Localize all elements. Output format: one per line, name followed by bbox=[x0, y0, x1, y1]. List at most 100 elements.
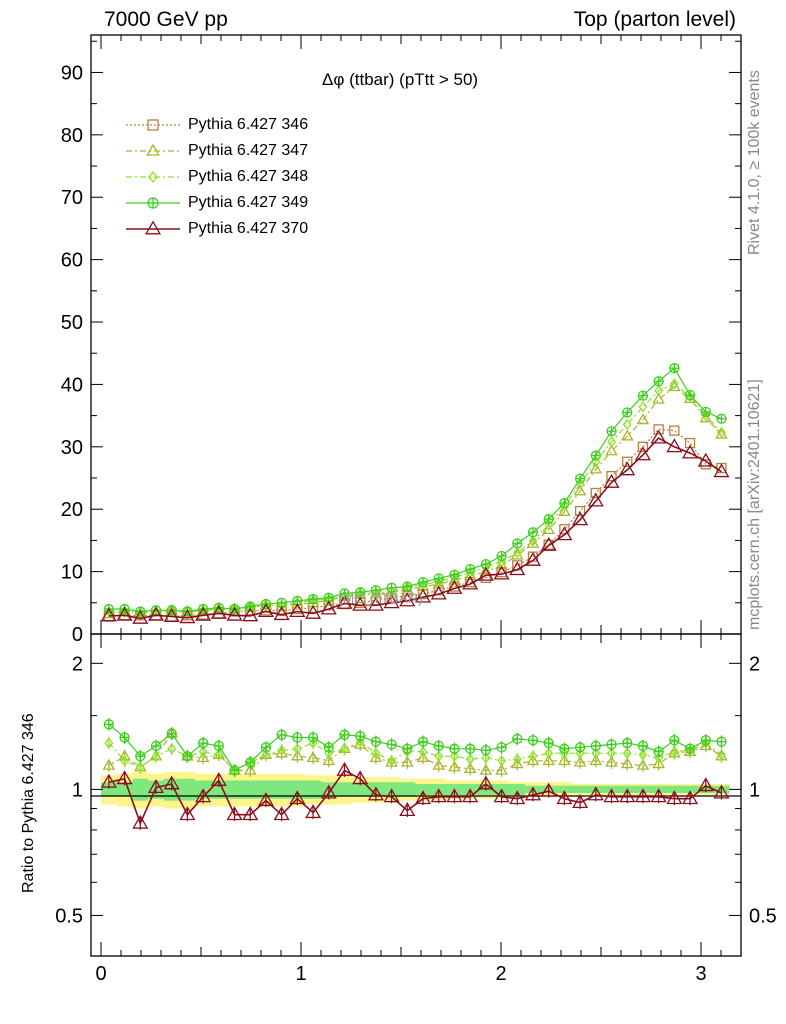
ratio-point-349 bbox=[417, 736, 429, 747]
main-point-370 bbox=[634, 446, 651, 461]
main-y-tick-label: 90 bbox=[61, 62, 83, 84]
main-point-348 bbox=[340, 591, 349, 603]
main-point-370 bbox=[132, 609, 149, 624]
ratio-point-370 bbox=[697, 777, 714, 792]
main-point-347 bbox=[652, 392, 665, 404]
ratio-point-370 bbox=[352, 770, 369, 785]
main-point-346 bbox=[622, 456, 633, 467]
ratio-point-349 bbox=[543, 737, 554, 749]
ratio-point-347 bbox=[636, 758, 650, 770]
main-point-370 bbox=[697, 452, 714, 467]
legend-marker-349 bbox=[126, 197, 180, 209]
ratio-point-370 bbox=[682, 790, 699, 805]
main-point-370 bbox=[603, 473, 620, 488]
main-point-349 bbox=[213, 602, 224, 613]
ratio-point-370 bbox=[210, 771, 227, 786]
main-point-348 bbox=[717, 426, 726, 439]
ratio-uncertainty-band bbox=[101, 772, 730, 809]
ratio-point-349 bbox=[606, 739, 617, 750]
ratio-point-349 bbox=[590, 740, 601, 752]
main-point-349 bbox=[606, 426, 617, 437]
main-point-370 bbox=[195, 606, 212, 621]
legend-label-347: Pythia 6.427 347 bbox=[188, 142, 309, 159]
main-point-370 bbox=[572, 511, 589, 526]
main-point-349 bbox=[386, 582, 397, 593]
mcplots-reference-label: mcplots.cern.ch [arXiv:2401.10621] bbox=[746, 379, 763, 630]
ratio-point-349 bbox=[119, 732, 130, 743]
ratio-point-349 bbox=[150, 740, 162, 752]
ratio-point-349 bbox=[684, 743, 696, 754]
main-point-347 bbox=[636, 413, 650, 425]
ratio-point-349 bbox=[229, 765, 240, 776]
ratio-point-370 bbox=[713, 784, 730, 799]
ratio-point-349 bbox=[622, 737, 633, 749]
main-point-349 bbox=[402, 581, 413, 592]
main-point-370 bbox=[336, 594, 353, 609]
ratio-point-349 bbox=[527, 735, 539, 746]
ratio-point-370 bbox=[367, 786, 384, 801]
ratio-point-370 bbox=[320, 784, 337, 799]
main-y-tick-label: 40 bbox=[61, 374, 83, 396]
main-point-349 bbox=[559, 497, 570, 509]
main-y-tick-label: 60 bbox=[61, 250, 83, 272]
ratio-point-347 bbox=[620, 757, 634, 769]
main-point-348 bbox=[277, 599, 287, 611]
main-point-348 bbox=[654, 385, 664, 397]
main-line-348 bbox=[108, 383, 722, 614]
legend-symbol bbox=[144, 220, 162, 235]
ratio-point-347 bbox=[542, 754, 555, 766]
ratio-point-348 bbox=[387, 755, 397, 767]
ratio-point-348 bbox=[214, 749, 224, 761]
ratio-point-348 bbox=[497, 755, 506, 767]
legend-label-348: Pythia 6.427 348 bbox=[188, 168, 309, 185]
main-point-349 bbox=[700, 406, 711, 418]
main-point-370 bbox=[477, 566, 494, 581]
main-point-348 bbox=[669, 378, 679, 390]
ratio-point-348 bbox=[449, 750, 459, 762]
main-point-348 bbox=[512, 547, 522, 559]
main-point-370 bbox=[666, 438, 683, 453]
main-point-370 bbox=[556, 526, 573, 541]
ratio-point-370 bbox=[336, 761, 353, 776]
ratio-point-370 bbox=[383, 788, 400, 803]
main-point-348 bbox=[638, 401, 648, 413]
ratio-point-348 bbox=[465, 753, 475, 765]
main-point-370 bbox=[399, 592, 416, 607]
main-point-370 bbox=[305, 604, 322, 619]
ratio-point-349 bbox=[386, 739, 397, 750]
main-point-349 bbox=[339, 588, 350, 599]
ratio-point-349 bbox=[370, 736, 382, 747]
main-point-349 bbox=[417, 577, 429, 588]
main-point-346 bbox=[574, 505, 586, 517]
ratio-point-370 bbox=[273, 806, 290, 821]
main-point-348 bbox=[591, 456, 601, 468]
main-point-347 bbox=[573, 484, 587, 496]
ratio-point-370 bbox=[556, 790, 573, 805]
ratio-point-349 bbox=[135, 751, 146, 762]
ratio-point-370 bbox=[195, 788, 212, 803]
legend-symbol bbox=[147, 119, 159, 131]
main-point-347 bbox=[542, 523, 555, 535]
legend-symbol bbox=[148, 170, 158, 184]
main-y-tick-label: 30 bbox=[61, 437, 83, 459]
ratio-point-370 bbox=[257, 792, 274, 807]
ratio-line-347 bbox=[108, 732, 722, 772]
analysis-watermark: (MC_TTBAR) bbox=[338, 590, 423, 606]
ratio-point-347 bbox=[652, 757, 665, 769]
ratio-point-349 bbox=[182, 751, 193, 762]
axes-ticks: 0 10 20 30 40 50 60 70 80 90 0 1 2 3 0.5 0.5 1 1 2 2 bbox=[55, 35, 777, 985]
main-point-370 bbox=[116, 606, 133, 621]
ratio-point-370 bbox=[619, 788, 636, 803]
ratio-point-347 bbox=[495, 763, 508, 775]
main-point-349 bbox=[669, 363, 680, 374]
ratio-point-370 bbox=[572, 794, 589, 809]
ratio-point-348 bbox=[528, 750, 538, 762]
main-point-348 bbox=[528, 535, 538, 547]
ratio-point-370 bbox=[477, 775, 494, 790]
ratio-point-348 bbox=[622, 747, 632, 759]
ratio-point-370 bbox=[666, 790, 683, 805]
ratio-point-349 bbox=[213, 740, 224, 752]
main-point-370 bbox=[147, 606, 165, 621]
main-point-349 bbox=[307, 593, 319, 605]
main-point-370 bbox=[587, 492, 604, 507]
